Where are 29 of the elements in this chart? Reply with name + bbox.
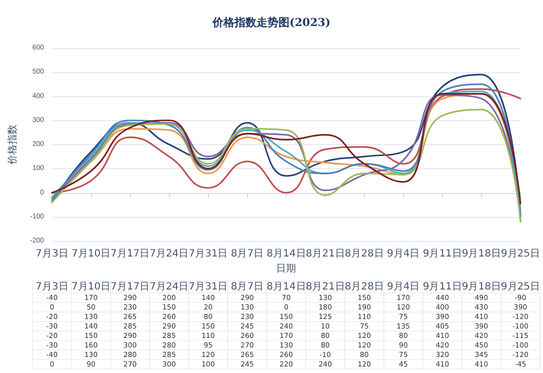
category-label: 8月28日 — [344, 282, 384, 292]
x-tick-label: 7月3日 — [36, 248, 68, 260]
category-label: 7月17日 — [110, 282, 150, 292]
x-tick-label: 7月17日 — [110, 248, 150, 260]
category-label: 7月10日 — [71, 282, 111, 292]
x-tick-label: 8月28日 — [344, 248, 384, 260]
category-label: 7月31日 — [188, 282, 228, 292]
category-label: 8月21日 — [306, 282, 345, 292]
x-tick-label: 7月31日 — [188, 248, 228, 260]
x-tick-label: 8月7日 — [230, 248, 264, 260]
x-tick-label: 7月10日 — [71, 248, 111, 260]
category-label: 9月11日 — [422, 282, 462, 292]
x-tick-label: 9月18日 — [462, 248, 501, 260]
x-tick-label: 7月24日 — [150, 248, 189, 260]
x-tick-label: 8月21日 — [306, 248, 345, 260]
x-axis-title: 日期 — [276, 262, 296, 274]
x-tick-label: 9月4日 — [386, 248, 420, 260]
chart-title: 价格指数走势图(2023) — [211, 16, 331, 29]
category-label: 9月25日 — [500, 282, 540, 292]
category-label: 7月3日 — [36, 282, 68, 292]
y-axis-title: 价格指数 — [6, 124, 18, 166]
x-tick-label: 9月25日 — [500, 248, 540, 260]
x-tick-label: 9月11日 — [422, 248, 462, 260]
category-label: 8月14日 — [266, 282, 306, 292]
category-label: 8月7日 — [230, 282, 264, 292]
category-label: 9月4日 — [386, 282, 420, 292]
x-tick-label: 8月14日 — [266, 248, 306, 260]
category-label: 7月24日 — [150, 282, 189, 292]
category-label: 9月18日 — [462, 282, 501, 292]
